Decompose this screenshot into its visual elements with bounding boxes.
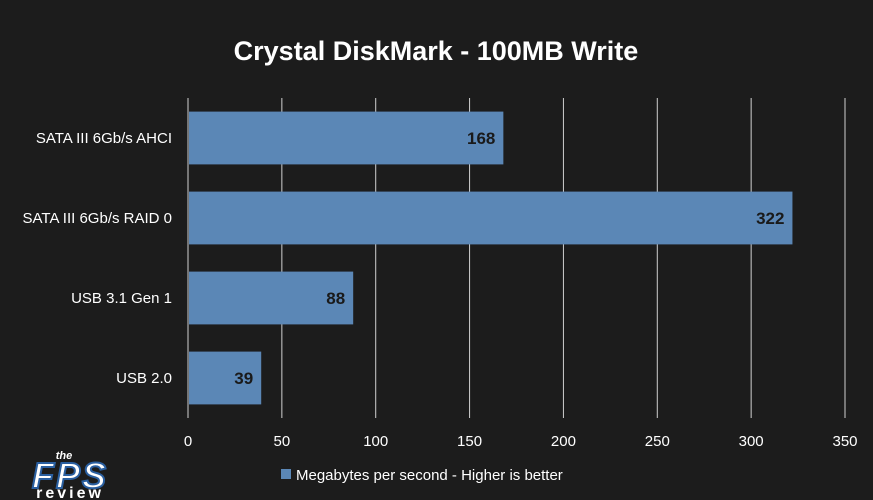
x-tick-label-100: 100	[363, 433, 388, 450]
logo-review: review	[36, 485, 104, 500]
category-label-0: SATA III 6Gb/s AHCI	[36, 130, 172, 147]
legend: Megabytes per second - Higher is better	[281, 467, 563, 484]
category-labels: SATA III 6Gb/s AHCI SATA III 6Gb/s RAID 0…	[23, 130, 173, 387]
legend-label: Megabytes per second - Higher is better	[296, 467, 563, 484]
bars: 168 322 88 39	[189, 111, 793, 405]
data-label-0: 168	[467, 129, 495, 148]
bar-2	[189, 271, 354, 325]
bar-0	[189, 111, 504, 165]
chart-title: Crystal DiskMark - 100MB Write	[234, 36, 639, 66]
bar-1	[189, 191, 793, 245]
logo-fps: FPS	[32, 455, 108, 496]
x-tick-label-0: 0	[184, 433, 192, 450]
category-label-3: USB 2.0	[116, 370, 172, 387]
x-tick-label-200: 200	[551, 433, 576, 450]
logo-the: the	[56, 450, 73, 462]
x-tick-label-50: 50	[274, 433, 291, 450]
bar-3	[189, 351, 262, 405]
x-tick-label-250: 250	[645, 433, 670, 450]
data-label-1: 322	[756, 209, 784, 228]
data-label-2: 88	[326, 289, 345, 308]
legend-swatch	[281, 469, 291, 479]
x-tick-label-350: 350	[832, 433, 857, 450]
data-label-3: 39	[234, 369, 253, 388]
x-tick-label-150: 150	[457, 433, 482, 450]
category-label-2: USB 3.1 Gen 1	[71, 290, 172, 307]
fps-review-logo: the FPS review	[31, 450, 108, 500]
category-label-1: SATA III 6Gb/s RAID 0	[23, 210, 173, 227]
x-tick-label-300: 300	[739, 433, 764, 450]
x-axis-ticks: 0 50 100 150 200 250 300 350	[184, 433, 858, 450]
